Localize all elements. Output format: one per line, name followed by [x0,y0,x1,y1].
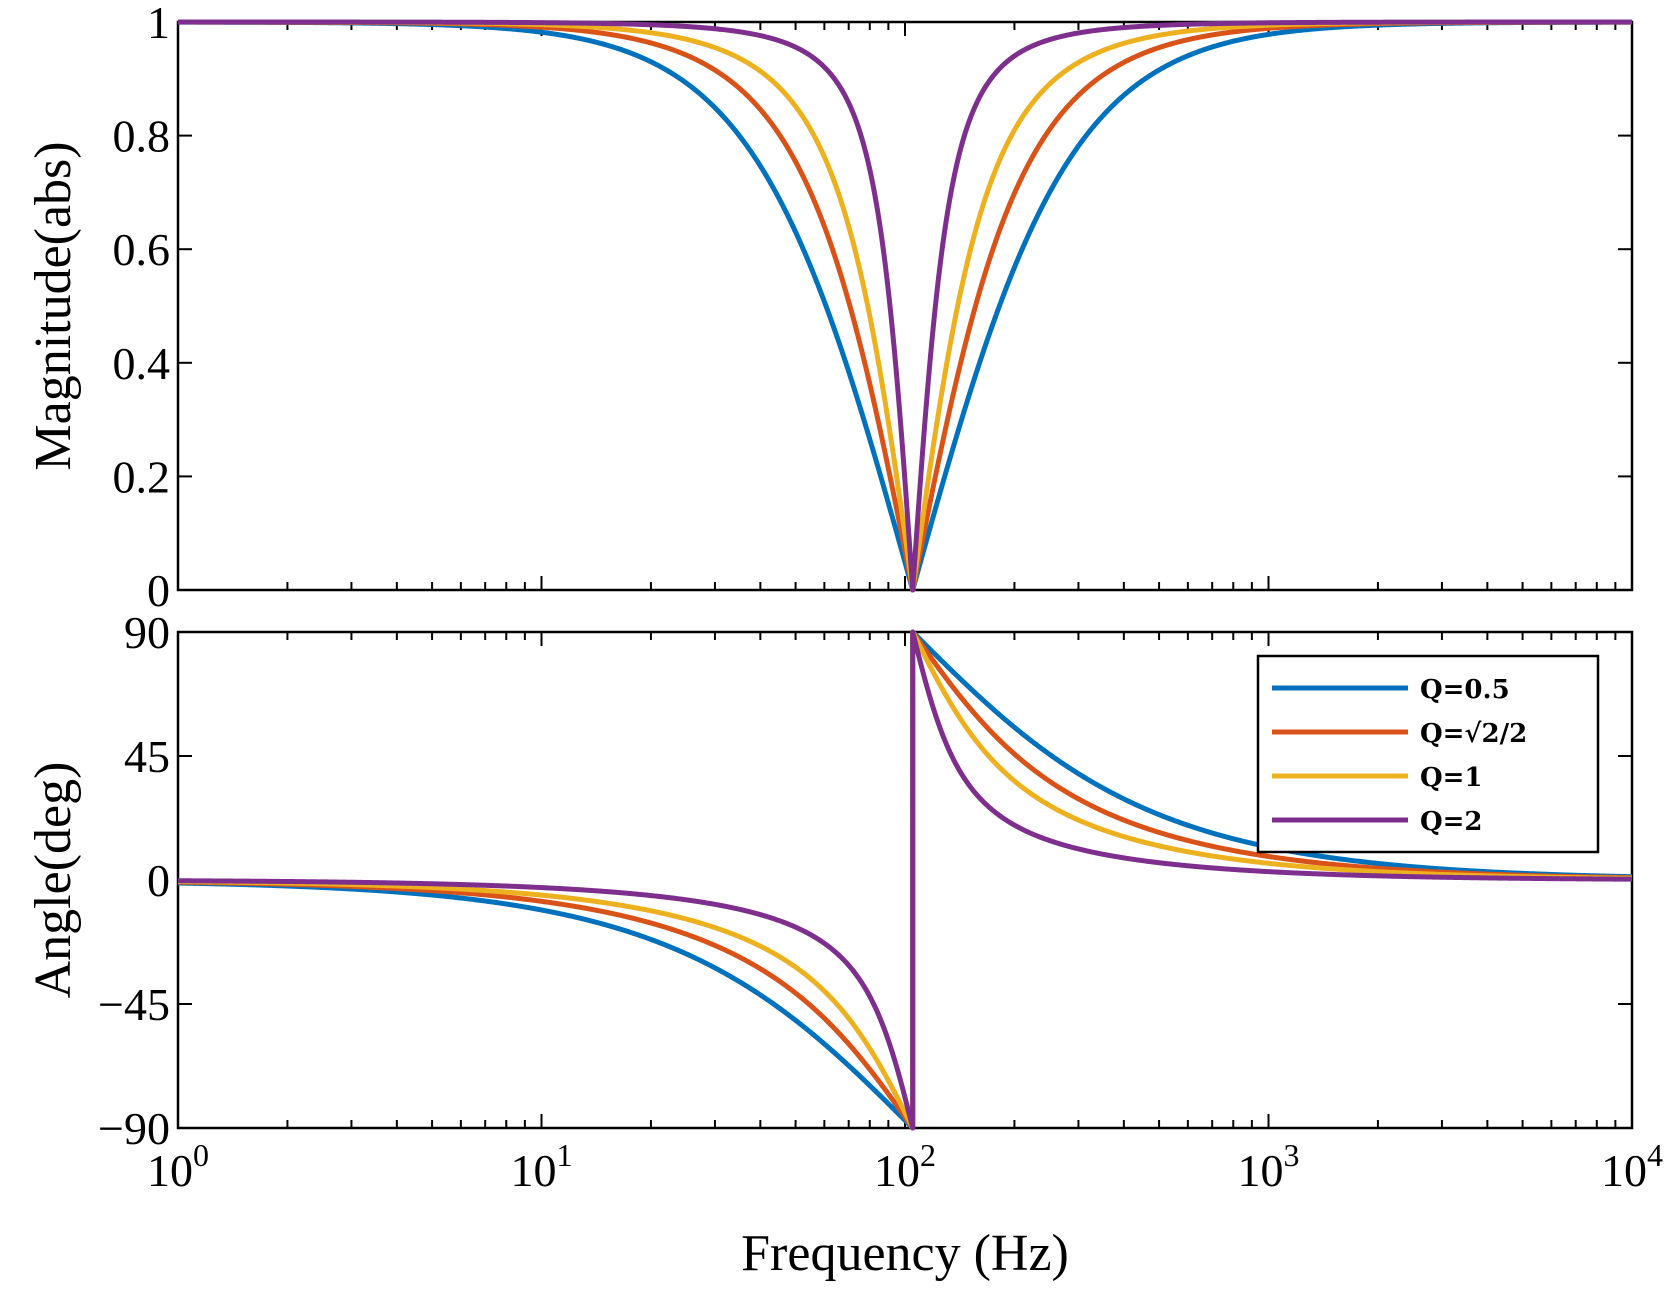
x-tick-label: 102 [874,1137,936,1196]
magnitude-y-tick-label: 1 [147,0,170,48]
angle-y-tick-label: 45 [124,731,170,782]
legend-entry-label: Q=1 [1420,763,1483,793]
legend-entry-label: Q=0.5 [1420,675,1510,705]
magnitude-series-line [178,19,1632,593]
magnitude-y-tick-label: 0 [147,565,170,616]
x-tick-label: 104 [1601,1137,1663,1196]
magnitude-y-axis-label: Magnitude(abs) [25,141,82,470]
x-axis-label: Frequency (Hz) [741,1225,1069,1282]
magnitude-y-tick-label: 0.4 [113,338,171,389]
magnitude-y-tick-label: 0.2 [113,451,171,502]
legend-entry-label: Q=2 [1420,807,1483,837]
magnitude-y-tick-label: 0.8 [113,111,171,162]
magnitude-y-tick-label: 0.6 [113,224,171,275]
angle-series-line [178,629,1632,1131]
x-tick-label: 101 [511,1137,573,1196]
x-tick-label: 103 [1238,1137,1300,1196]
angle-y-axis-label: Angle(deg) [25,762,82,999]
angle-y-tick-label: −45 [98,979,170,1030]
magnitude-panel: 0 0.2 0.4 0.6 0.8 1 Magnitude(abs) [25,0,1634,616]
angle-panel: −90 −45 0 45 90 Angle(deg) 100 101 102 103 104 Freq… [25,607,1663,1282]
legend: Q=0.5 Q=√2/2 Q=1 Q=2 [1256,654,1600,854]
angle-y-tick-label: −90 [98,1103,170,1154]
legend-entry-label: Q=√2/2 [1420,719,1527,749]
angle-y-tick-label: 90 [124,607,170,658]
angle-y-tick-label: 0 [147,855,170,906]
x-tick-label: 100 [147,1137,209,1196]
